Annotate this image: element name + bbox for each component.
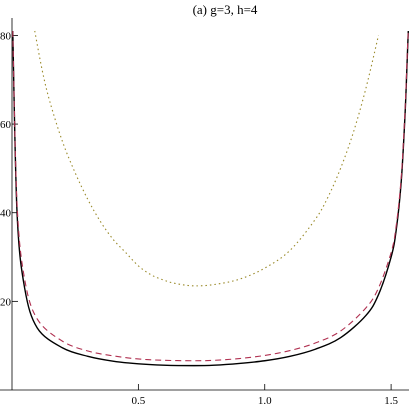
series-dotted-line [34,30,380,287]
y-tick-label: 40 [0,208,12,220]
x-tick-label: 0.5 [131,395,145,407]
x-tick-label: 1.0 [258,395,272,407]
series-dashed-line [12,30,409,362]
y-tick-label: 60 [0,119,12,131]
x-tick-label: 1.5 [384,395,398,407]
y-tick-label: 80 [0,30,12,42]
chart-title: (a) g=3, h=4 [193,2,258,17]
y-tick-label: 20 [0,296,12,308]
series-solid-line [12,30,409,367]
